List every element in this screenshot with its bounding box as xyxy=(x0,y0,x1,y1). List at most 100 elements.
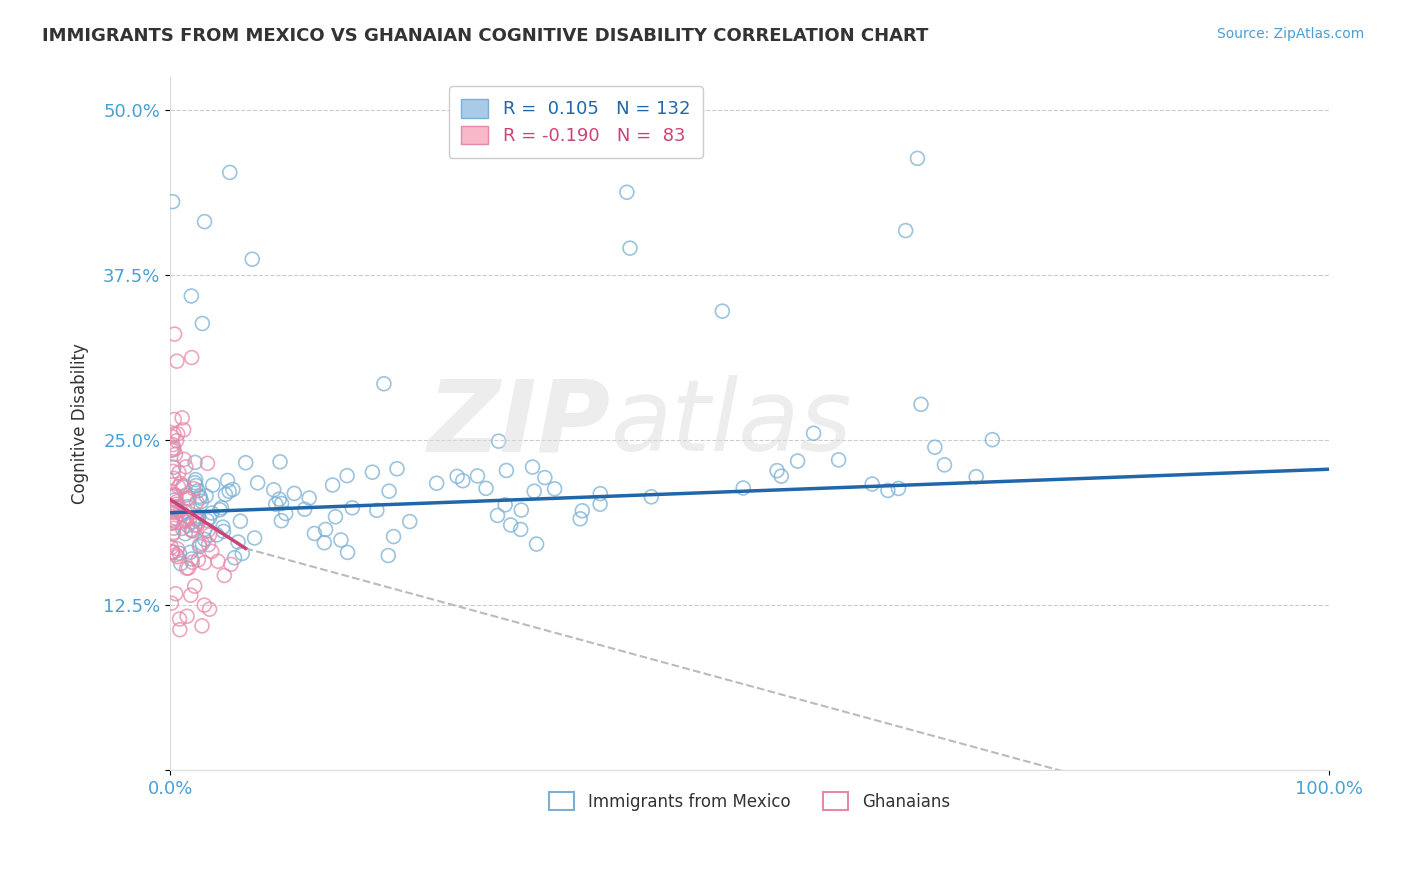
Point xyxy=(981,433,1004,447)
Point xyxy=(526,537,548,551)
Point xyxy=(181,555,204,569)
Point xyxy=(193,214,215,228)
Point xyxy=(211,500,233,515)
Point xyxy=(766,464,789,478)
Point xyxy=(191,619,214,633)
Point xyxy=(163,327,186,342)
Point xyxy=(188,538,211,552)
Point xyxy=(160,500,183,515)
Point xyxy=(169,623,191,637)
Point xyxy=(377,549,399,563)
Point xyxy=(183,579,205,593)
Point xyxy=(162,464,184,478)
Point xyxy=(166,494,188,508)
Point xyxy=(224,550,246,565)
Point xyxy=(269,455,291,469)
Point xyxy=(172,508,194,522)
Text: atlas: atlas xyxy=(610,376,852,472)
Point xyxy=(264,497,287,511)
Point xyxy=(184,455,207,469)
Point xyxy=(167,466,190,480)
Point xyxy=(385,462,408,476)
Point xyxy=(166,354,188,368)
Point xyxy=(934,458,956,472)
Point xyxy=(187,509,209,524)
Point xyxy=(165,488,187,502)
Point xyxy=(162,500,184,515)
Point xyxy=(184,475,207,490)
Point xyxy=(270,496,292,510)
Point xyxy=(160,443,183,458)
Point xyxy=(274,507,297,521)
Point xyxy=(197,538,219,552)
Point xyxy=(162,442,184,457)
Point xyxy=(165,548,187,562)
Point xyxy=(160,541,183,555)
Point xyxy=(827,453,849,467)
Point xyxy=(187,483,209,498)
Point xyxy=(304,526,326,541)
Point xyxy=(162,437,184,451)
Point xyxy=(315,523,337,537)
Point xyxy=(188,491,211,505)
Point xyxy=(166,426,188,441)
Point xyxy=(205,528,228,542)
Point xyxy=(770,469,793,483)
Point xyxy=(170,507,193,521)
Legend: Immigrants from Mexico, Ghanaians: Immigrants from Mexico, Ghanaians xyxy=(536,779,963,824)
Point xyxy=(160,516,183,531)
Point xyxy=(184,518,207,533)
Point xyxy=(174,526,197,541)
Point xyxy=(162,194,184,209)
Point xyxy=(616,186,638,200)
Point xyxy=(162,527,184,541)
Point xyxy=(589,486,612,500)
Point xyxy=(184,478,207,492)
Point xyxy=(163,460,186,475)
Point xyxy=(177,561,200,575)
Point xyxy=(176,518,198,533)
Point xyxy=(163,427,186,442)
Point xyxy=(426,476,449,491)
Text: IMMIGRANTS FROM MEXICO VS GHANAIAN COGNITIVE DISABILITY CORRELATION CHART: IMMIGRANTS FROM MEXICO VS GHANAIAN COGNI… xyxy=(42,27,928,45)
Point xyxy=(494,498,516,512)
Point xyxy=(166,549,188,564)
Point xyxy=(179,512,201,526)
Point xyxy=(269,492,291,507)
Point xyxy=(451,474,474,488)
Point xyxy=(965,469,987,483)
Point xyxy=(523,484,546,499)
Point xyxy=(162,490,184,504)
Point xyxy=(160,430,183,444)
Point xyxy=(172,480,194,494)
Point xyxy=(163,525,186,540)
Point xyxy=(173,452,195,467)
Point xyxy=(860,477,883,491)
Point xyxy=(298,491,321,505)
Point xyxy=(711,304,734,318)
Point xyxy=(543,482,565,496)
Point xyxy=(382,530,405,544)
Point xyxy=(486,508,509,523)
Point xyxy=(212,524,235,539)
Point xyxy=(176,609,198,624)
Point xyxy=(162,545,184,559)
Point xyxy=(179,491,201,506)
Point xyxy=(494,141,516,155)
Point xyxy=(180,552,202,566)
Point xyxy=(378,484,401,499)
Point xyxy=(180,524,202,538)
Point xyxy=(173,515,195,529)
Point xyxy=(180,523,202,537)
Point xyxy=(166,434,188,448)
Point xyxy=(187,512,209,526)
Point xyxy=(172,410,194,425)
Point xyxy=(186,512,208,526)
Point xyxy=(910,397,932,411)
Point xyxy=(214,487,236,501)
Point xyxy=(173,423,195,437)
Point xyxy=(201,478,224,492)
Point xyxy=(170,503,193,517)
Point xyxy=(183,482,205,496)
Point xyxy=(176,561,198,575)
